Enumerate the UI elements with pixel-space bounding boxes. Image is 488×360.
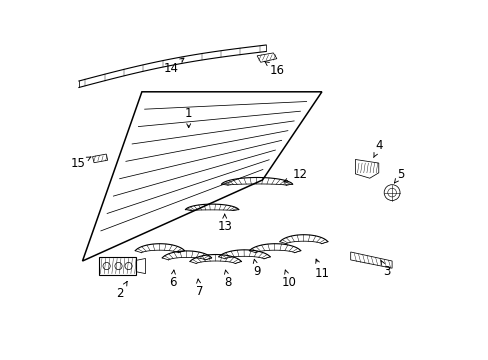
Text: 16: 16 bbox=[264, 61, 284, 77]
Text: 1: 1 bbox=[184, 107, 192, 127]
Text: 7: 7 bbox=[195, 279, 203, 298]
Text: 8: 8 bbox=[224, 270, 231, 289]
Text: 5: 5 bbox=[394, 168, 404, 183]
Text: 11: 11 bbox=[314, 259, 329, 280]
Text: 13: 13 bbox=[217, 214, 232, 233]
Bar bbox=[99, 257, 136, 275]
Text: 2: 2 bbox=[116, 282, 127, 300]
Text: 14: 14 bbox=[163, 58, 183, 75]
Text: 10: 10 bbox=[282, 270, 296, 289]
Text: 12: 12 bbox=[284, 168, 307, 182]
Text: 9: 9 bbox=[253, 259, 260, 278]
Text: 6: 6 bbox=[168, 270, 176, 289]
Text: 3: 3 bbox=[380, 260, 389, 278]
Text: 4: 4 bbox=[373, 139, 383, 158]
Text: 15: 15 bbox=[71, 157, 91, 170]
